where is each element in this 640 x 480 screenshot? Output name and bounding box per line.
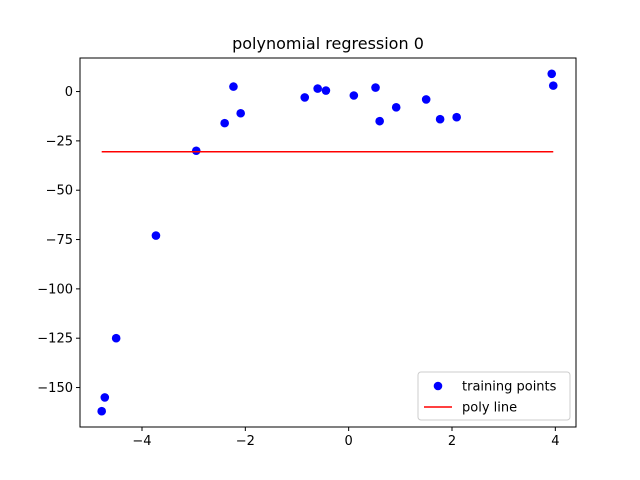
training-point — [151, 231, 161, 240]
legend-box — [417, 371, 571, 421]
chart-title: polynomial regression 0 — [232, 34, 424, 53]
training-point — [548, 81, 558, 90]
y-tick-label: −150 — [37, 381, 73, 396]
training-point — [229, 82, 238, 91]
training-point — [547, 69, 557, 79]
y-tick-label: −75 — [46, 233, 73, 248]
training-point — [349, 91, 359, 100]
training-point — [236, 108, 245, 118]
x-tick-label: 4 — [551, 434, 559, 449]
training-point — [375, 116, 384, 126]
x-tick-label: −2 — [236, 434, 255, 449]
legend: training points poly line — [417, 371, 571, 421]
training-point — [111, 333, 121, 343]
training-point — [391, 103, 401, 112]
y-tick-label: −25 — [46, 134, 73, 149]
legend-marker-swatch — [433, 381, 443, 391]
y-tick-label: −125 — [37, 332, 73, 347]
training-point — [313, 84, 322, 93]
training-point — [97, 406, 106, 416]
y-tick-label: 0 — [65, 85, 73, 100]
training-point — [321, 86, 331, 95]
x-tick-label: −4 — [132, 434, 151, 449]
training-point — [435, 114, 445, 124]
training-point — [421, 95, 431, 104]
training-point — [220, 118, 229, 128]
training-point — [371, 83, 380, 92]
training-point — [100, 393, 110, 402]
axes-frame — [79, 57, 577, 428]
training-point — [452, 112, 461, 122]
training-point — [300, 93, 310, 102]
y-tick-label: −50 — [46, 184, 73, 199]
y-tick-label: −100 — [37, 282, 73, 297]
x-tick-label: 2 — [448, 434, 456, 449]
x-tick-label: 0 — [345, 434, 353, 449]
training-point — [191, 146, 201, 156]
plot-area: −4 −2 0 2 4 0 −25 −50 −75 −100 −125 −150 — [37, 69, 559, 449]
legend-label: poly line — [462, 401, 517, 416]
legend-label: training points — [462, 380, 557, 395]
